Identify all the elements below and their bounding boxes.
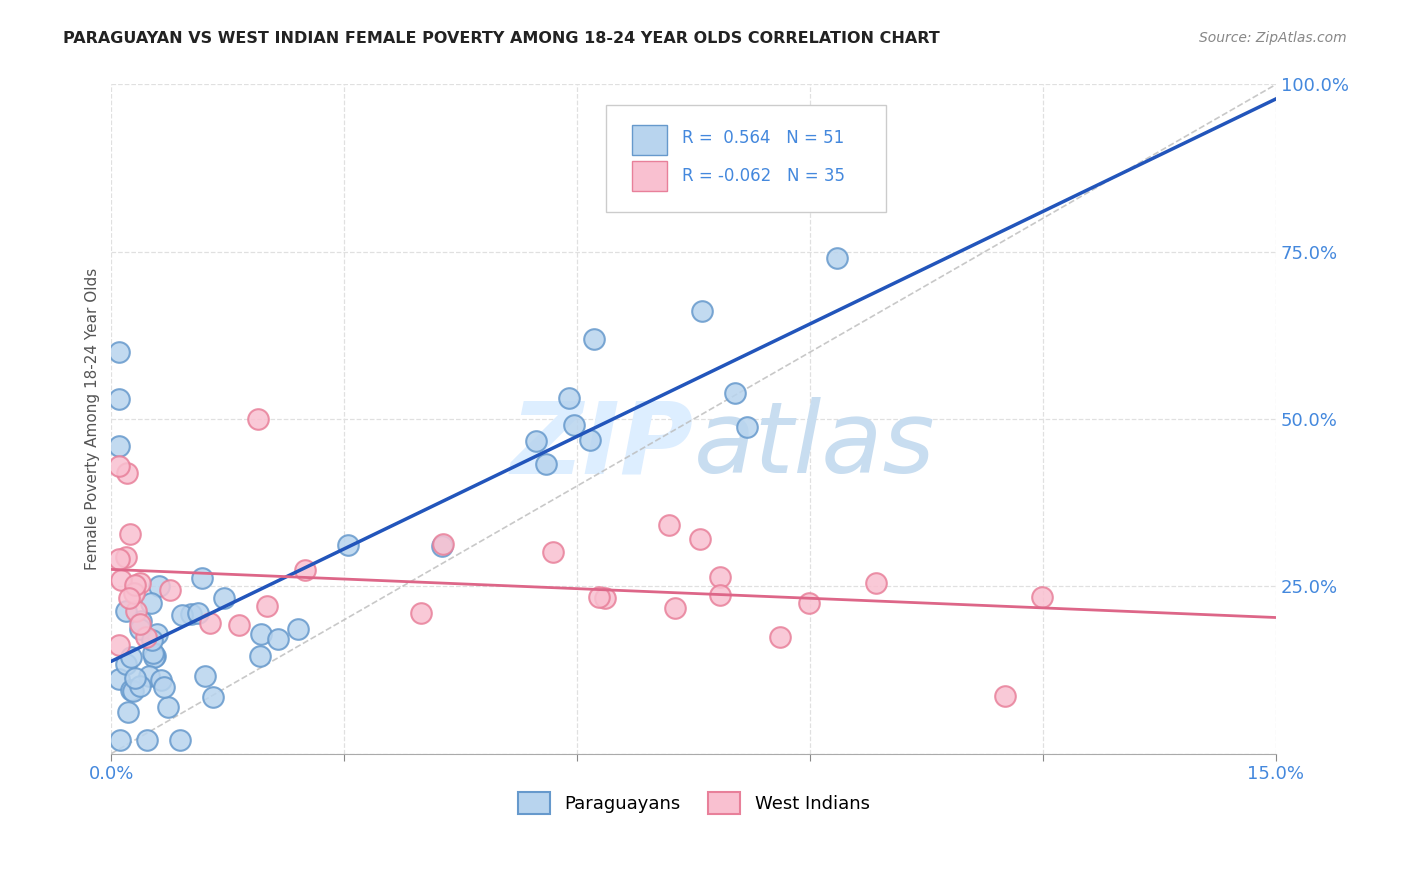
FancyBboxPatch shape: [631, 161, 666, 192]
Text: PARAGUAYAN VS WEST INDIAN FEMALE POVERTY AMONG 18-24 YEAR OLDS CORRELATION CHART: PARAGUAYAN VS WEST INDIAN FEMALE POVERTY…: [63, 31, 941, 46]
Text: R = -0.062   N = 35: R = -0.062 N = 35: [682, 167, 845, 186]
Point: [141, 632, 163, 647]
Point: [735, 419, 758, 434]
Point: [169, 733, 191, 747]
Text: atlas: atlas: [693, 397, 935, 494]
Point: [249, 649, 271, 664]
Point: [266, 632, 288, 646]
Point: [1031, 590, 1053, 604]
Point: [690, 304, 713, 318]
Text: R =  0.564   N = 51: R = 0.564 N = 51: [682, 129, 844, 147]
Point: [689, 532, 711, 546]
Point: [170, 607, 193, 622]
Point: [247, 412, 270, 426]
Point: [724, 385, 747, 400]
Point: [128, 576, 150, 591]
Point: [146, 626, 169, 640]
Point: [124, 578, 146, 592]
Point: [198, 615, 221, 630]
Point: [153, 680, 176, 694]
Point: [524, 434, 547, 448]
Point: [124, 671, 146, 685]
Point: [118, 591, 141, 606]
Point: [658, 517, 681, 532]
Point: [249, 626, 271, 640]
Point: [180, 607, 202, 622]
Point: [541, 545, 564, 559]
Y-axis label: Female Poverty Among 18-24 Year Olds: Female Poverty Among 18-24 Year Olds: [86, 268, 100, 570]
Point: [122, 586, 145, 600]
Point: [159, 582, 181, 597]
Point: [187, 606, 209, 620]
Point: [294, 563, 316, 577]
Point: [121, 683, 143, 698]
Point: [194, 669, 217, 683]
Point: [588, 591, 610, 605]
Point: [709, 588, 731, 602]
Point: [143, 648, 166, 663]
Point: [409, 607, 432, 621]
Point: [769, 630, 792, 644]
Legend: Paraguayans, West Indians: Paraguayans, West Indians: [510, 785, 877, 822]
Point: [143, 649, 166, 664]
Point: [139, 596, 162, 610]
Point: [138, 669, 160, 683]
Point: [128, 617, 150, 632]
Point: [115, 466, 138, 480]
FancyBboxPatch shape: [606, 104, 886, 211]
Point: [582, 333, 605, 347]
FancyBboxPatch shape: [631, 125, 666, 154]
Point: [865, 575, 887, 590]
Point: [149, 673, 172, 687]
Point: [709, 570, 731, 584]
Point: [558, 392, 581, 406]
Point: [228, 617, 250, 632]
Point: [108, 552, 131, 566]
Point: [121, 650, 143, 665]
Text: ZIP: ZIP: [510, 397, 693, 494]
Point: [142, 646, 165, 660]
Point: [108, 673, 131, 687]
Point: [125, 604, 148, 618]
Point: [664, 601, 686, 615]
Point: [115, 604, 138, 618]
Point: [256, 599, 278, 614]
Point: [534, 457, 557, 471]
Point: [117, 705, 139, 719]
Point: [337, 538, 360, 552]
Point: [118, 526, 141, 541]
Point: [191, 571, 214, 585]
Point: [120, 682, 142, 697]
Point: [994, 689, 1017, 703]
Point: [214, 591, 236, 605]
Point: [110, 573, 132, 587]
Point: [108, 392, 131, 406]
Point: [432, 539, 454, 553]
Point: [114, 657, 136, 672]
Point: [432, 536, 454, 550]
Point: [593, 591, 616, 605]
Point: [129, 614, 152, 628]
Point: [108, 458, 131, 473]
Point: [114, 550, 136, 565]
Point: [579, 434, 602, 448]
Point: [129, 622, 152, 636]
Point: [148, 578, 170, 592]
Point: [108, 345, 131, 359]
Point: [136, 733, 159, 747]
Point: [128, 679, 150, 693]
Point: [110, 733, 132, 747]
Point: [799, 596, 821, 610]
Point: [108, 638, 131, 652]
Point: [825, 251, 848, 265]
Point: [201, 690, 224, 704]
Point: [287, 622, 309, 636]
Point: [562, 418, 585, 433]
Point: [108, 439, 131, 453]
Point: [135, 631, 157, 645]
Point: [157, 699, 180, 714]
Text: Source: ZipAtlas.com: Source: ZipAtlas.com: [1199, 31, 1347, 45]
